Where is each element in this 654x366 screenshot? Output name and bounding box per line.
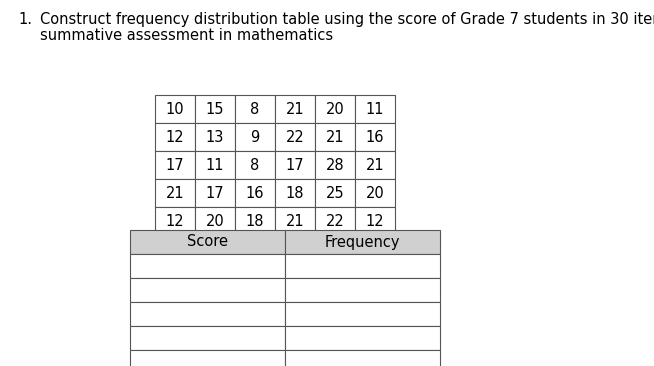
Text: summative assessment in mathematics: summative assessment in mathematics <box>40 28 333 43</box>
Bar <box>355 179 395 207</box>
Bar <box>285 326 440 350</box>
Bar <box>155 179 195 207</box>
Bar <box>315 179 355 207</box>
Text: 21: 21 <box>165 186 184 201</box>
Text: 25: 25 <box>326 186 344 201</box>
Bar <box>130 350 285 366</box>
Bar <box>275 95 315 123</box>
Bar <box>235 123 275 151</box>
Text: 16: 16 <box>246 186 264 201</box>
Bar <box>130 326 285 350</box>
Text: 15: 15 <box>206 101 224 116</box>
Bar <box>130 254 285 278</box>
Bar <box>155 151 195 179</box>
Text: 21: 21 <box>286 213 304 228</box>
Bar <box>275 179 315 207</box>
Text: 28: 28 <box>326 157 344 172</box>
Bar <box>355 123 395 151</box>
Bar <box>315 123 355 151</box>
Bar <box>130 230 285 254</box>
Bar <box>315 207 355 235</box>
Bar <box>285 350 440 366</box>
Bar <box>155 207 195 235</box>
Text: 21: 21 <box>326 130 344 145</box>
Text: 18: 18 <box>246 213 264 228</box>
Text: 8: 8 <box>250 157 260 172</box>
Text: 11: 11 <box>366 101 385 116</box>
Bar <box>285 254 440 278</box>
Bar <box>275 151 315 179</box>
Bar <box>275 207 315 235</box>
Text: 11: 11 <box>206 157 224 172</box>
Text: 12: 12 <box>165 213 184 228</box>
Bar <box>315 151 355 179</box>
Text: 12: 12 <box>165 130 184 145</box>
Bar <box>355 151 395 179</box>
Bar <box>285 302 440 326</box>
Bar <box>155 95 195 123</box>
Text: 17: 17 <box>165 157 184 172</box>
Text: 10: 10 <box>165 101 184 116</box>
Text: 16: 16 <box>366 130 385 145</box>
Text: 9: 9 <box>250 130 260 145</box>
Bar <box>355 95 395 123</box>
Text: Construct frequency distribution table using the score of Grade 7 students in 30: Construct frequency distribution table u… <box>40 12 654 27</box>
Bar <box>155 123 195 151</box>
Text: 13: 13 <box>206 130 224 145</box>
Text: 1.: 1. <box>18 12 32 27</box>
Bar <box>195 151 235 179</box>
Bar <box>235 95 275 123</box>
Bar <box>195 179 235 207</box>
Bar <box>275 123 315 151</box>
Text: 21: 21 <box>366 157 385 172</box>
Bar <box>130 302 285 326</box>
Bar <box>235 207 275 235</box>
Text: Frequency: Frequency <box>325 235 400 250</box>
Text: 22: 22 <box>286 130 304 145</box>
Text: 20: 20 <box>205 213 224 228</box>
Text: 20: 20 <box>366 186 385 201</box>
Bar <box>195 95 235 123</box>
Text: 22: 22 <box>326 213 345 228</box>
Bar <box>130 278 285 302</box>
Text: 8: 8 <box>250 101 260 116</box>
Text: 12: 12 <box>366 213 385 228</box>
Text: 18: 18 <box>286 186 304 201</box>
Text: 20: 20 <box>326 101 345 116</box>
Bar <box>235 151 275 179</box>
Bar <box>195 207 235 235</box>
Text: Score: Score <box>187 235 228 250</box>
Bar <box>315 95 355 123</box>
Text: 21: 21 <box>286 101 304 116</box>
Bar <box>355 207 395 235</box>
Bar <box>235 179 275 207</box>
Text: 17: 17 <box>206 186 224 201</box>
Text: 17: 17 <box>286 157 304 172</box>
Bar <box>285 278 440 302</box>
Bar <box>195 123 235 151</box>
Bar <box>285 230 440 254</box>
